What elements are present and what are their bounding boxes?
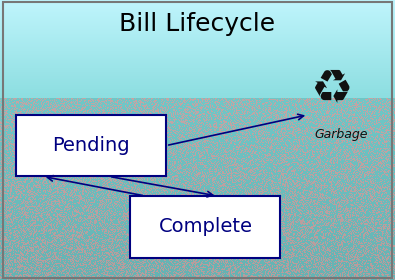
Text: Pending: Pending — [52, 136, 130, 155]
Text: ♻: ♻ — [310, 67, 353, 112]
FancyBboxPatch shape — [16, 115, 166, 176]
Text: Complete: Complete — [158, 217, 252, 236]
Text: Bill Lifecycle: Bill Lifecycle — [119, 12, 276, 36]
FancyBboxPatch shape — [130, 196, 280, 258]
Text: Garbage: Garbage — [315, 128, 369, 141]
